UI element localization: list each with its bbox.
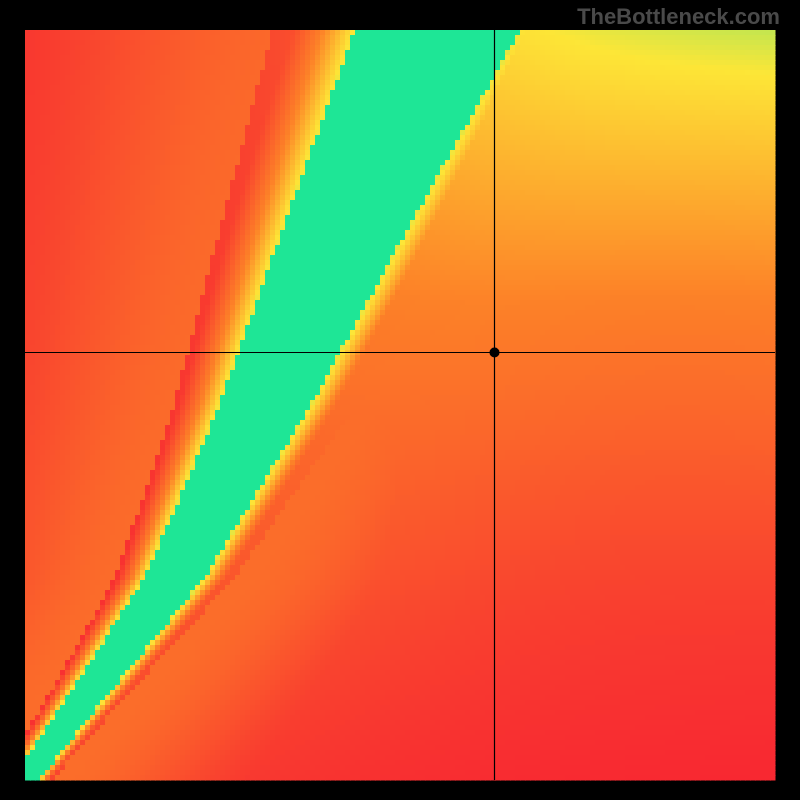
attribution-text: TheBottleneck.com [577,4,780,30]
heatmap-canvas [0,0,800,800]
chart-container: TheBottleneck.com [0,0,800,800]
